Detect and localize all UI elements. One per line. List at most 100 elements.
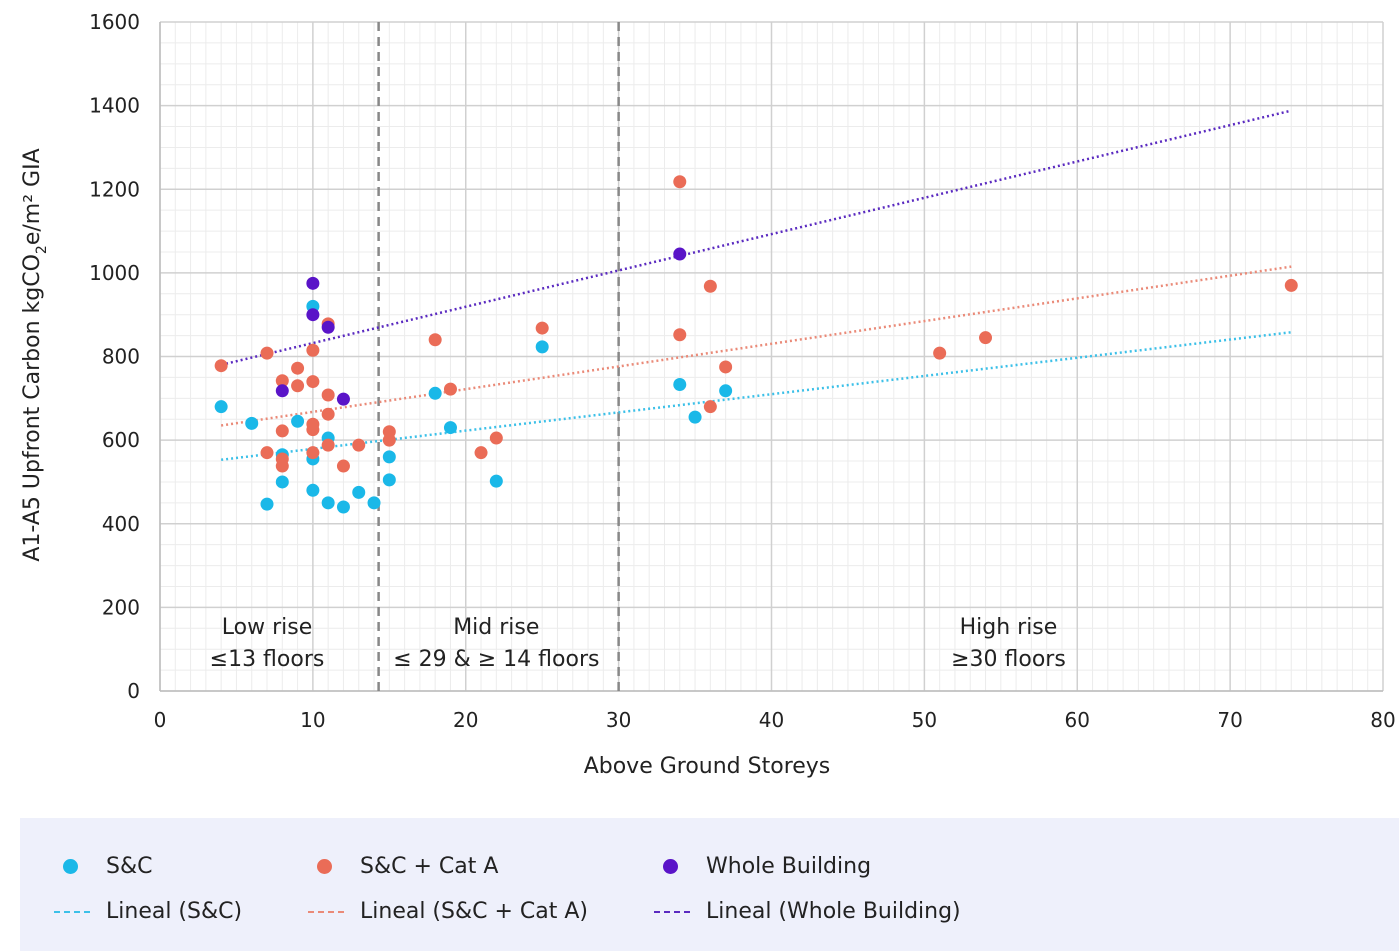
x-tick-label: 60 [1065,708,1090,732]
y-tick-label: 200 [102,595,140,619]
data-point [673,247,687,261]
legend-swatch-whole-building [663,859,678,874]
x-tick-label: 20 [453,708,478,732]
axes [159,22,1383,692]
trendline [220,109,1292,367]
data-point [275,424,289,438]
y-tick-label: 1000 [89,261,140,285]
y-tick-label: 800 [102,345,140,369]
data-point [260,497,274,511]
legend-label-whole-building: Whole Building [706,854,872,879]
x-axis-label: Above Ground Storeys [584,754,831,779]
data-point [352,438,366,452]
data-point [306,483,320,497]
zone-label-title: Mid rise [453,615,539,640]
data-point [291,361,305,375]
data-point [321,496,335,510]
zone-label-range: ≤ 29 & ≥ 14 floors [393,647,599,672]
data-point [382,473,396,487]
data-point [382,433,396,447]
data-point [275,384,289,398]
legend-label-lineal-whole-building: Lineal (Whole Building) [706,899,961,924]
zone-dividers [377,22,620,691]
legend-item-lineal-sc-cat-a: Lineal (S&C + Cat A) [308,899,588,924]
x-tick-label: 30 [606,708,631,732]
data-point [443,382,457,396]
legend-item-sc: S&C [63,854,152,879]
x-tick-label: 80 [1370,708,1395,732]
legend: S&C S&C + Cat A Whole Building Lineal (S… [20,818,1399,951]
legend-item-lineal-whole-building: Lineal (Whole Building) [654,899,961,924]
zone-label-title: Low rise [222,615,312,640]
data-point [260,446,274,460]
legend-swatch-lineal-sc [54,910,90,913]
data-point [428,386,442,400]
data-point [306,423,320,437]
data-point [306,446,320,460]
y-tick-label: 1200 [89,177,140,201]
zone-label-range: ≥30 floors [951,647,1066,672]
x-tick-label: 70 [1217,708,1242,732]
data-point [1284,278,1298,292]
data-point [214,359,228,373]
data-point [275,475,289,489]
data-point [382,450,396,464]
data-point [275,459,289,473]
data-point [535,340,549,354]
legend-item-sc-cat-a: S&C + Cat A [317,854,498,879]
data-point [535,321,549,335]
data-point [719,360,733,374]
zone-label-range: ≤13 floors [210,647,325,672]
data-point [291,414,305,428]
data-point [673,175,687,189]
y-tick-label: 400 [102,512,140,536]
data-point [367,496,381,510]
data-point [933,346,947,360]
zone-label-title: High rise [960,615,1058,640]
data-point [719,384,733,398]
x-tick-label: 40 [759,708,784,732]
data-point [352,485,366,499]
data-point [474,446,488,460]
y-tick-labels: 0 200 400 600 800 1000 1200 1400 1600 [89,10,140,703]
data-point [214,400,228,414]
data-point [275,374,289,388]
data-point [673,328,687,342]
data-point [321,388,335,402]
x-tick-labels: 0 10 20 30 40 50 60 70 80 [154,708,1396,732]
data-points [214,175,1298,514]
y-tick-label: 600 [102,428,140,452]
data-point [321,438,335,452]
data-point [979,331,993,345]
data-point [306,308,320,322]
y-tick-label: 1400 [89,94,140,118]
data-point [336,500,350,514]
legend-swatch-sc [63,859,78,874]
legend-item-whole-building: Whole Building [663,854,871,879]
trendlines [220,109,1292,462]
data-point [443,421,457,435]
data-point [321,320,335,334]
data-point [428,333,442,347]
y-tick-label: 1600 [89,10,140,34]
legend-label-lineal-sc-cat-a: Lineal (S&C + Cat A) [360,899,589,924]
legend-label-sc-cat-a: S&C + Cat A [360,854,499,879]
data-point [306,375,320,389]
x-tick-label: 0 [154,708,167,732]
y-tick-label: 0 [127,679,140,703]
y-axis-label: A1-A5 Upfront Carbon kgCO2e/m² GIA [20,148,50,561]
x-tick-label: 50 [912,708,937,732]
legend-label-lineal-sc: Lineal (S&C) [106,899,243,924]
legend-label-sc: S&C [106,854,153,879]
data-point [321,407,335,421]
x-tick-label: 10 [300,708,325,732]
data-point [688,410,702,424]
data-point [673,378,687,392]
data-point [306,276,320,290]
data-point [703,279,717,293]
legend-swatch-lineal-whole-building [654,910,690,913]
trendline [220,265,1292,427]
data-point [260,346,274,360]
legend-swatch-lineal-sc-cat-a [308,910,344,913]
scatter-chart: 0 10 20 30 40 50 60 70 80 0 200 400 600 800 1000 1200 1… [20,10,1396,779]
